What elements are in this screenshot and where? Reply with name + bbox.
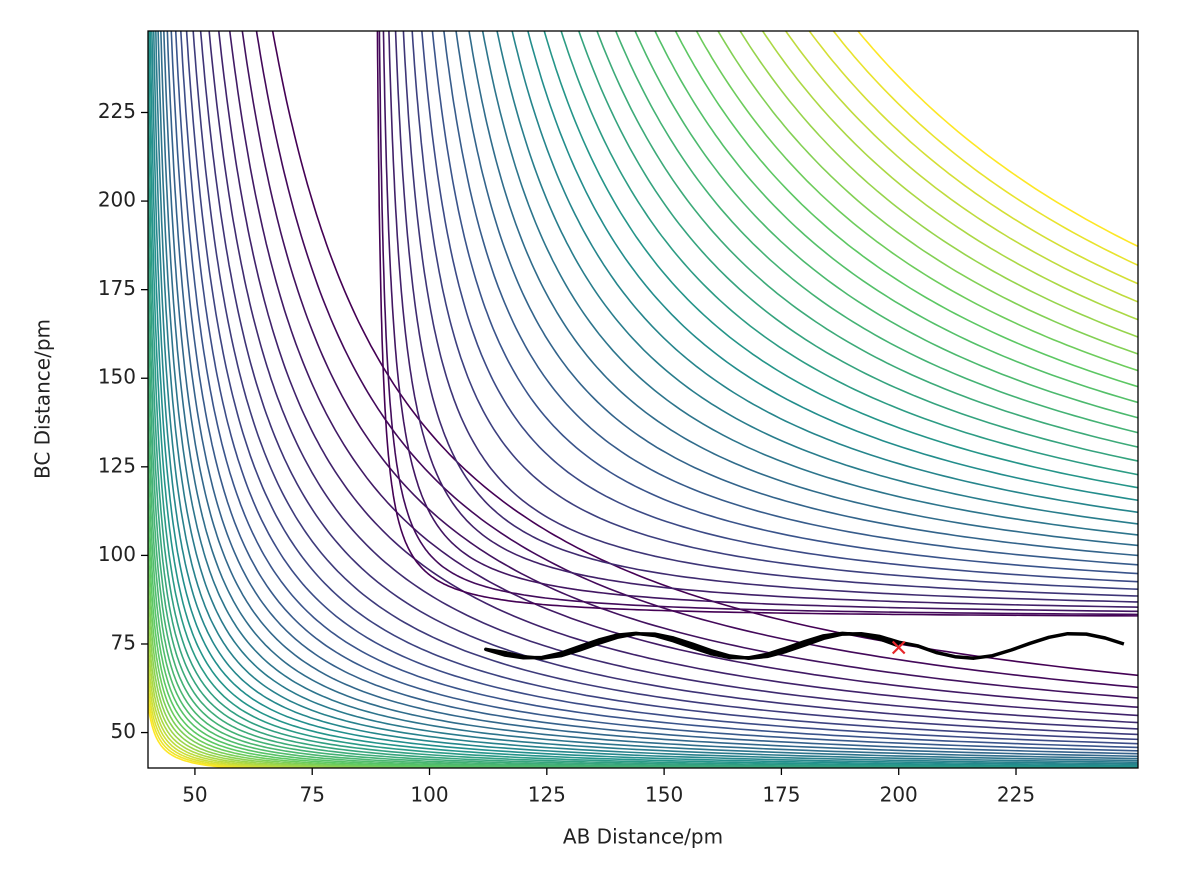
y-tick-label: 100 [98, 542, 136, 566]
contour-line [451, 0, 1204, 544]
contour-line [146, 0, 1204, 769]
contour-line [142, 0, 1204, 773]
plot-area [486, 633, 1124, 658]
x-tick-label: 125 [528, 783, 566, 807]
contour-line [403, 0, 1204, 591]
trajectory [486, 633, 1124, 658]
contour-line [535, 0, 1204, 463]
x-tick-label: 150 [645, 783, 683, 807]
contour-line [437, 0, 1204, 557]
contour-line [398, 0, 1204, 595]
contour-line [413, 0, 1204, 581]
x-axis-label: AB Distance/pm [563, 825, 723, 849]
contour-line [141, 0, 1204, 774]
contour-line [143, 0, 1204, 772]
contour-line [148, 0, 1204, 768]
contour-line [149, 0, 1204, 767]
contour-line [459, 0, 1204, 537]
y-tick-label: 200 [98, 188, 136, 212]
contour-line [380, 0, 1204, 613]
contour-line [150, 0, 1204, 765]
x-tick-label: 175 [762, 783, 800, 807]
contour-line [544, 0, 1204, 453]
y-tick-label: 150 [98, 365, 136, 389]
contour-line [143, 0, 1204, 771]
contour-line [181, 0, 1204, 740]
x-tick-label: 75 [299, 783, 324, 807]
contour-line [419, 0, 1204, 575]
contour-line [142, 0, 1204, 772]
contour-line [140, 0, 1204, 774]
contour-line [187, 0, 1204, 735]
x-tick-label: 100 [410, 783, 448, 807]
contour-line [564, 0, 1204, 434]
x-tick-label: 225 [997, 783, 1035, 807]
x-tick-label: 50 [182, 783, 207, 807]
contour-line [516, 0, 1204, 481]
contour-line [142, 0, 1204, 772]
contour-line [375, 0, 1204, 618]
contour-line [145, 0, 1204, 770]
y-tick-label: 175 [98, 276, 136, 300]
contour-line [526, 0, 1204, 472]
y-tick-label: 125 [98, 453, 136, 477]
contour-line [141, 0, 1204, 773]
contour-line [141, 0, 1204, 773]
contour-line [147, 0, 1204, 769]
x-tick-label: 200 [880, 783, 918, 807]
y-tick-label: 50 [111, 719, 136, 743]
contour-field [139, 0, 1204, 775]
y-tick-label: 225 [98, 99, 136, 123]
y-tick-label: 75 [111, 630, 136, 654]
contour-line [444, 0, 1204, 551]
contour-line [378, 0, 1204, 615]
contour-line [156, 0, 1204, 761]
contour-line [466, 0, 1204, 529]
contour-line [144, 0, 1204, 771]
y-axis-label: BC Distance/pm [31, 319, 55, 479]
contour-line [376, 0, 1204, 617]
